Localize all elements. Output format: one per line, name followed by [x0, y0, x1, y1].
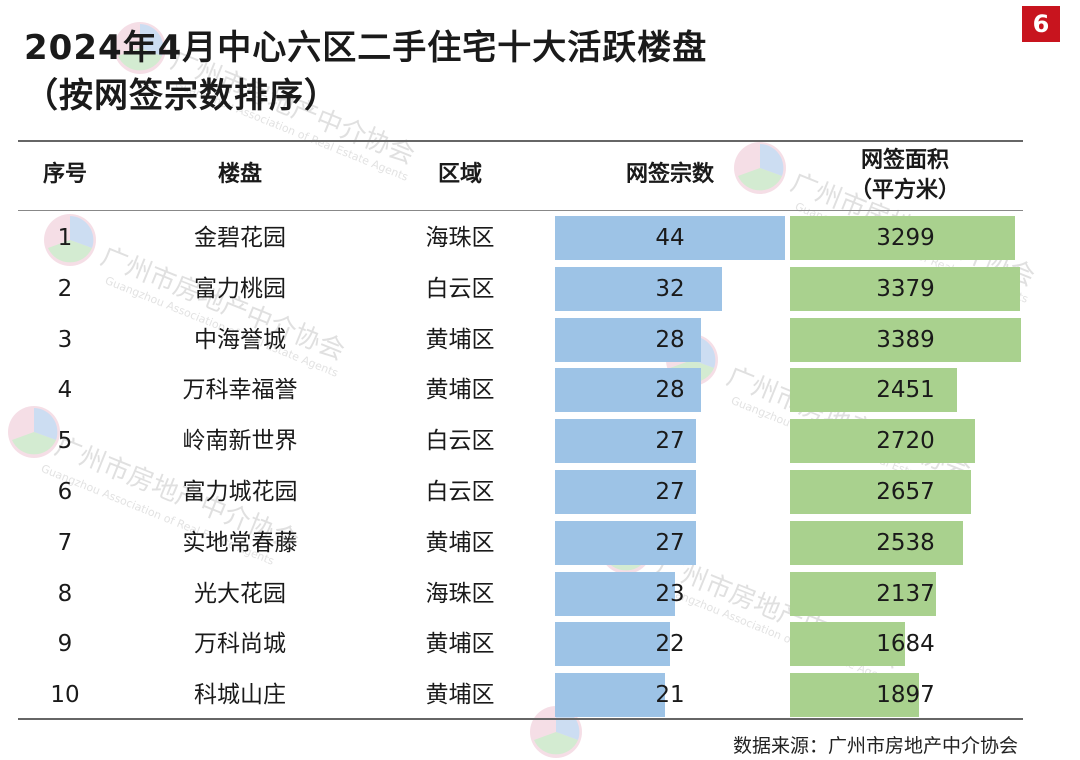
project-cell: 科城山庄: [194, 682, 286, 708]
area-bar: [790, 368, 957, 412]
area-label: 2657: [876, 479, 935, 505]
count-label: 23: [655, 581, 685, 607]
district-cell: 白云区: [425, 428, 495, 454]
district-cell: 白云区: [425, 276, 495, 302]
count-label: 28: [655, 377, 685, 403]
project-cell: 万科尚城: [194, 631, 286, 657]
project-cell: 富力城花园: [182, 479, 298, 505]
area-bar: [790, 470, 971, 514]
count-bar: [555, 622, 670, 666]
title-line-2: （按网签宗数排序）: [24, 76, 339, 116]
area-bar: [790, 318, 1021, 362]
rank-cell: 5: [57, 428, 73, 454]
header-area: 网签面积 （平方米）: [790, 146, 1020, 206]
page-number-badge: 6: [1022, 6, 1060, 42]
district-cell: 海珠区: [425, 225, 495, 251]
table-top-rule: [18, 140, 1023, 142]
rank-cell: 6: [57, 479, 73, 505]
count-label: 27: [655, 428, 685, 454]
project-cell: 万科幸福誉: [182, 377, 298, 403]
header-project: 楼盘: [217, 162, 262, 187]
page-title: 2024年4月中心六区二手住宅十大活跃楼盘 （按网签宗数排序）: [24, 24, 707, 120]
count-bar: [555, 470, 696, 514]
count-bar: [555, 521, 696, 565]
area-label: 2137: [876, 581, 935, 607]
count-label: 22: [655, 631, 685, 657]
count-label: 28: [655, 327, 685, 353]
header-area-line-2: （平方米）: [849, 178, 960, 203]
header-area-line-1: 网签面积: [860, 148, 949, 173]
rank-cell: 10: [50, 682, 80, 708]
area-label: 2720: [876, 428, 935, 454]
rank-cell: 3: [57, 327, 73, 353]
area-bar: [790, 572, 936, 616]
district-cell: 黄埔区: [425, 530, 495, 556]
association-logo-icon: [734, 142, 786, 194]
count-bar: [555, 216, 785, 260]
rank-cell: 7: [57, 530, 73, 556]
district-cell: 黄埔区: [425, 682, 495, 708]
count-label: 44: [655, 225, 685, 251]
header-rank: 序号: [42, 162, 87, 187]
header-district: 区域: [437, 162, 482, 187]
area-label: 1897: [876, 682, 935, 708]
project-cell: 富力桃园: [194, 276, 286, 302]
project-cell: 实地常春藤: [182, 530, 298, 556]
association-logo-icon: [44, 214, 96, 266]
area-bar: [790, 673, 919, 717]
district-cell: 黄埔区: [425, 631, 495, 657]
area-label: 3389: [876, 327, 935, 353]
count-bar: [555, 419, 696, 463]
project-cell: 中海誉城: [194, 327, 286, 353]
area-label: 3379: [876, 276, 935, 302]
association-logo-icon: [114, 22, 166, 74]
title-line-1: 2024年4月中心六区二手住宅十大活跃楼盘: [24, 28, 708, 68]
district-cell: 黄埔区: [425, 327, 495, 353]
rank-cell: 9: [57, 631, 73, 657]
district-cell: 黄埔区: [425, 377, 495, 403]
table-bottom-rule: [18, 718, 1023, 720]
area-bar: [790, 267, 1020, 311]
district-cell: 白云区: [425, 479, 495, 505]
area-label: 1684: [876, 631, 935, 657]
area-label: 2538: [876, 530, 935, 556]
district-cell: 海珠区: [425, 581, 495, 607]
rank-cell: 1: [57, 225, 73, 251]
count-label: 21: [655, 682, 685, 708]
association-logo-icon: [8, 406, 60, 458]
area-label: 3299: [876, 225, 935, 251]
header-count: 网签宗数: [625, 162, 714, 187]
count-bar: [555, 267, 722, 311]
count-bar: [555, 318, 701, 362]
project-cell: 光大花园: [194, 581, 286, 607]
data-source-note: 数据来源：广州市房地产中介协会: [732, 735, 1018, 757]
count-bar: [555, 673, 665, 717]
count-label: 32: [655, 276, 685, 302]
count-label: 27: [655, 479, 685, 505]
count-label: 27: [655, 530, 685, 556]
count-bar: [555, 572, 675, 616]
area-bar: [790, 419, 975, 463]
count-bar: [555, 368, 701, 412]
area-bar: [790, 622, 905, 666]
area-bar: [790, 216, 1015, 260]
header-divider: [18, 210, 1023, 211]
area-label: 2451: [876, 377, 935, 403]
rank-cell: 4: [57, 377, 73, 403]
project-cell: 岭南新世界: [182, 428, 298, 454]
area-bar: [790, 521, 963, 565]
rank-cell: 8: [57, 581, 73, 607]
rank-cell: 2: [57, 276, 73, 302]
project-cell: 金碧花园: [194, 225, 286, 251]
